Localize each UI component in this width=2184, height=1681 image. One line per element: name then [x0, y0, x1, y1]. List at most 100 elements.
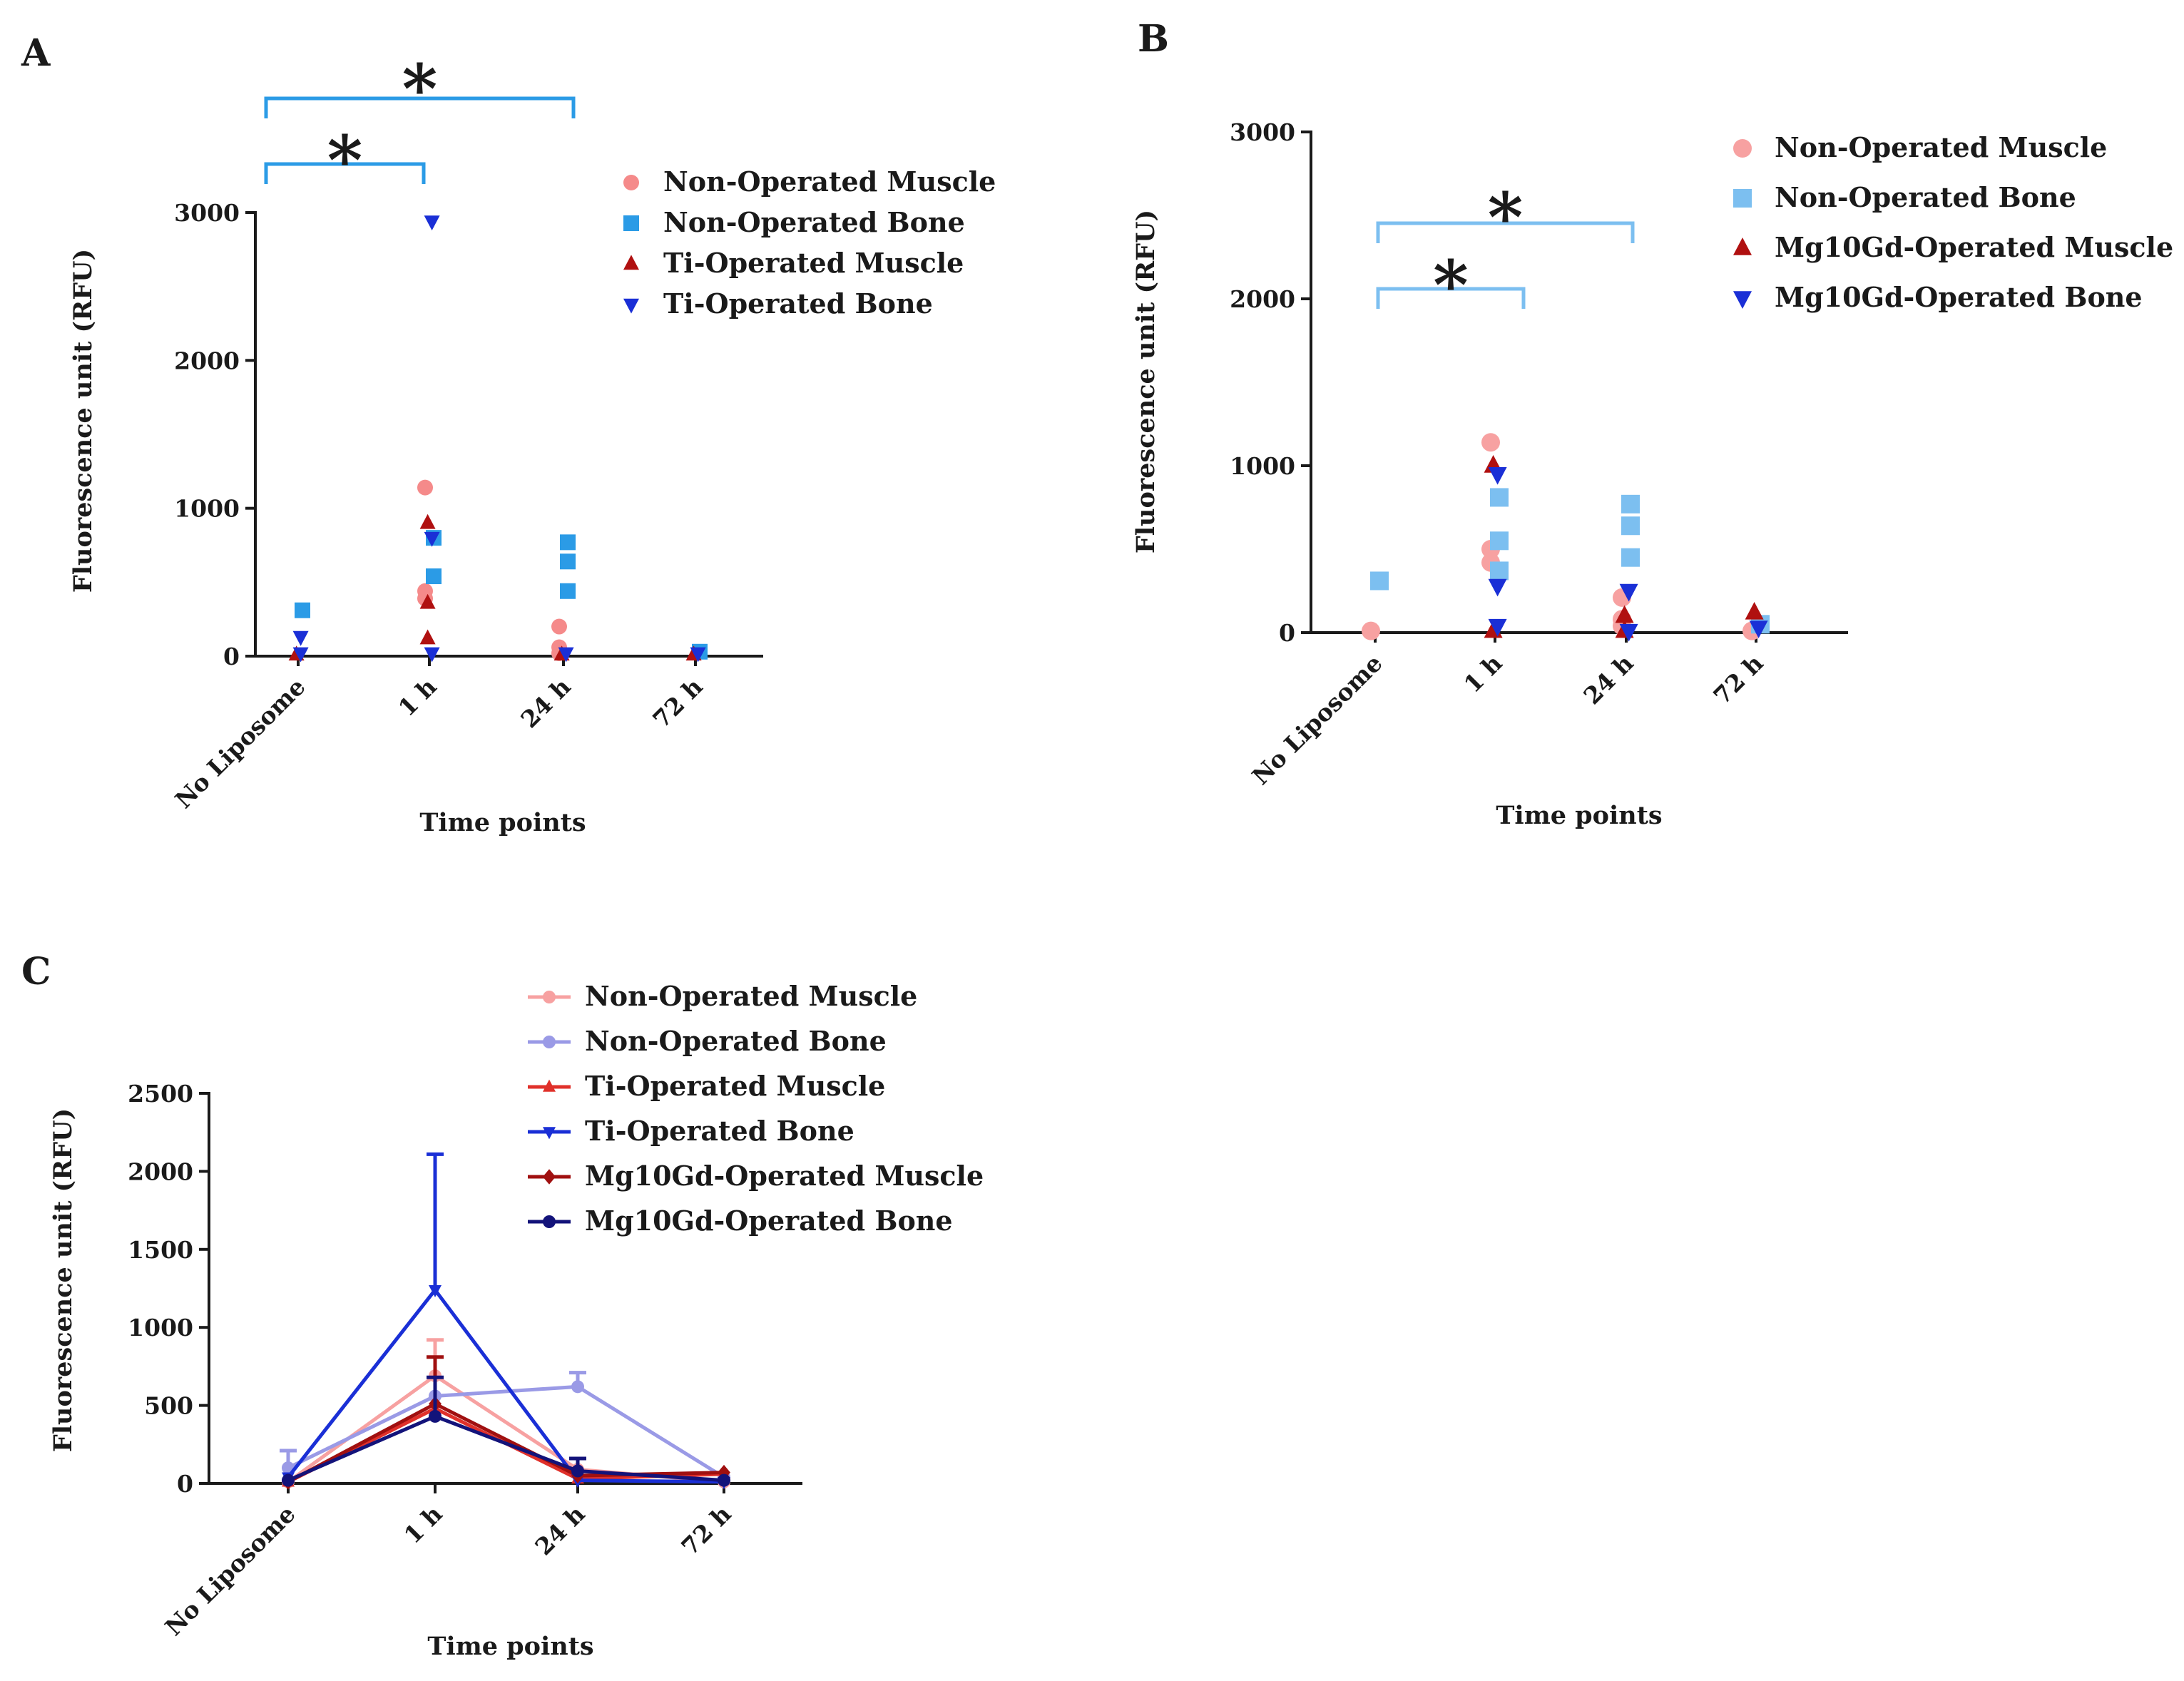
legend-label: Non-Operated Muscle: [663, 165, 996, 198]
data-point: [295, 602, 310, 618]
data-point: [424, 647, 440, 663]
data-point: [1488, 578, 1507, 597]
legend-label: Ti-Operated Bone: [585, 1115, 854, 1147]
significance-star: *: [327, 121, 363, 200]
legend-label: Mg10Gd-Operated Muscle: [1775, 231, 2173, 263]
legend-marker: [543, 1036, 556, 1048]
y-tick-label: 2000: [128, 1158, 193, 1185]
y-axis-title: Fluorescence unit (RFU): [1131, 210, 1160, 553]
x-axis-title: Time points: [427, 1632, 593, 1661]
data-point: [571, 1380, 584, 1394]
data-point: [1615, 605, 1634, 623]
significance-star: *: [1433, 246, 1469, 325]
panel-b-letter: B: [1138, 17, 1169, 61]
panel-c-chart: 0 500 1000 1500 2000 2500 No Liposome 1 h 24 h 72…: [49, 980, 984, 1661]
y-tick-label: 2500: [128, 1080, 193, 1108]
x-tick-label: 24 h: [530, 1500, 591, 1560]
data-point: [551, 618, 567, 635]
data-point: [1619, 623, 1638, 642]
legend-label: Mg10Gd-Operated Bone: [585, 1205, 953, 1237]
data-point: [718, 1473, 730, 1487]
series-line: [287, 1414, 725, 1483]
x-tick-label: 24 h: [1578, 649, 1639, 710]
legend-marker: [623, 298, 639, 314]
legend-label: Ti-Operated Muscle: [585, 1070, 885, 1102]
legend-marker: [543, 1079, 556, 1092]
legend-label: Non-Operated Muscle: [585, 980, 917, 1012]
data-point: [419, 514, 436, 529]
y-tick-label: 3000: [174, 199, 240, 227]
legend-marker: [623, 175, 639, 190]
y-tick-label: 1000: [128, 1314, 193, 1342]
data-point: [419, 593, 436, 609]
y-tick-label: 3000: [1230, 118, 1295, 146]
y-tick-label: 0: [177, 1470, 193, 1498]
data-point: [560, 553, 576, 570]
series-line: [287, 1287, 725, 1484]
data-point: [282, 1473, 295, 1487]
series-line: [287, 1384, 725, 1479]
legend-label: Non-Operated Muscle: [1775, 131, 2107, 163]
data-point: [426, 568, 442, 585]
y-tick-label: 2000: [1230, 285, 1295, 313]
y-axis-title: Fluorescence unit (RFU): [49, 1108, 78, 1452]
x-tick-label: 24 h: [516, 673, 576, 733]
x-axis-title: Time points: [419, 808, 586, 837]
data-point: [417, 479, 433, 496]
data-point: [424, 531, 440, 547]
x-axis-title: Time points: [1496, 801, 1662, 830]
x-tick-label: 72 h: [676, 1500, 737, 1560]
data-point: [1621, 548, 1640, 567]
legend-marker: [623, 255, 639, 270]
x-tick-label: No Liposome: [160, 1500, 301, 1641]
legend-label: Ti-Operated Muscle: [663, 247, 964, 279]
x-tick-label: No Liposome: [170, 673, 311, 814]
x-tick-label: 1 h: [399, 1500, 448, 1549]
y-tick-label: 0: [223, 643, 240, 670]
legend-marker: [1733, 291, 1752, 309]
legend-marker: [623, 215, 639, 231]
y-axis-title: Fluorescence unit (RFU): [68, 249, 98, 593]
legend-marker: [1733, 237, 1752, 255]
data-point: [429, 1409, 442, 1423]
panel-a-letter: A: [21, 31, 51, 75]
legend-marker: [543, 1169, 556, 1185]
significance-bracket: [1376, 287, 1526, 309]
significance-bracket: [264, 96, 576, 118]
significance-star: *: [402, 50, 438, 129]
data-point: [1490, 488, 1509, 507]
legend-marker: [543, 991, 556, 1003]
data-point: [560, 534, 576, 551]
x-tick-label: 1 h: [1459, 649, 1508, 698]
data-point: [1621, 494, 1640, 514]
data-point: [560, 583, 576, 599]
x-tick-label: 72 h: [1708, 649, 1769, 710]
data-point: [1621, 516, 1640, 536]
legend-label: Mg10Gd-Operated Muscle: [585, 1160, 984, 1192]
data-point: [1619, 583, 1638, 602]
data-point: [1749, 620, 1768, 638]
data-point: [1370, 571, 1389, 591]
data-point: [424, 215, 440, 231]
data-point: [1745, 601, 1764, 620]
panel-a-chart: 0 1000 2000 3000 No Liposome 1 h 24 h 72 h Fluor…: [68, 50, 996, 837]
x-tick-label: 72 h: [648, 673, 708, 733]
data-point: [1488, 466, 1507, 485]
data-point: [419, 629, 436, 645]
data-point: [558, 647, 574, 663]
panel-b-chart: 0 1000 2000 3000 No Liposome 1 h 24 h 72 h Fluor…: [1131, 118, 2173, 830]
x-tick-label: No Liposome: [1247, 649, 1388, 790]
legend-label: Non-Operated Bone: [663, 206, 965, 238]
y-tick-label: 500: [144, 1392, 193, 1420]
data-point: [1490, 531, 1509, 551]
legend-label: Mg10Gd-Operated Bone: [1775, 281, 2143, 313]
significance-star: *: [1488, 178, 1524, 257]
panel-c-letter: C: [21, 950, 51, 993]
data-point: [429, 1284, 442, 1298]
data-point: [1362, 621, 1380, 640]
data-point: [292, 647, 309, 663]
y-tick-label: 1000: [1230, 452, 1295, 480]
significance-bracket: [1376, 221, 1635, 243]
y-tick-label: 0: [1279, 619, 1295, 647]
